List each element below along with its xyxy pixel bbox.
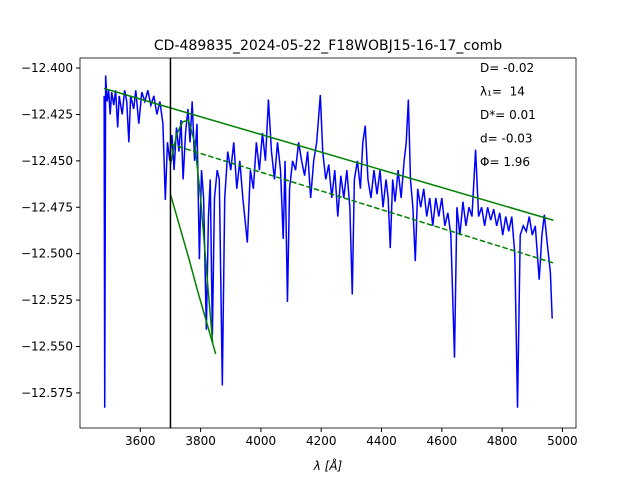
x-tick-label: 3600 — [125, 434, 156, 448]
y-tick-label: −12.550 — [21, 339, 73, 353]
series-line — [169, 194, 217, 355]
series-line — [169, 119, 214, 343]
annotation: d= -0.03 — [480, 132, 533, 146]
chart-title: CD-489835_2024-05-22_F18WOBJ15-16-17_com… — [154, 38, 502, 54]
series-line — [170, 143, 554, 264]
annotation: Φ= 1.96 — [480, 155, 530, 169]
series-line — [103, 87, 554, 221]
y-tick-label: −12.400 — [21, 61, 73, 75]
annotation: D= -0.02 — [480, 61, 534, 75]
y-tick-label: −12.575 — [21, 386, 73, 400]
annotation: λ₁= 14 — [480, 85, 525, 99]
axes-frame — [79, 57, 577, 429]
series-line — [103, 75, 553, 408]
x-tick-label: 4800 — [487, 434, 518, 448]
y-tick-label: −12.525 — [21, 293, 73, 307]
x-tick-label: 5000 — [547, 434, 578, 448]
y-tick-label: −12.475 — [21, 200, 73, 214]
y-tick-label: −12.450 — [21, 154, 73, 168]
x-tick-label: 4400 — [366, 434, 397, 448]
x-tick-label: 3800 — [185, 434, 216, 448]
x-axis-label: λ [Å] — [313, 458, 343, 473]
x-tick-label: 4200 — [306, 434, 337, 448]
x-tick-label: 4000 — [246, 434, 277, 448]
y-tick-label: −12.425 — [21, 107, 73, 121]
x-tick-label: 4600 — [427, 434, 458, 448]
y-tick-label: −12.500 — [21, 247, 73, 261]
annotation: D*= 0.01 — [480, 108, 536, 122]
